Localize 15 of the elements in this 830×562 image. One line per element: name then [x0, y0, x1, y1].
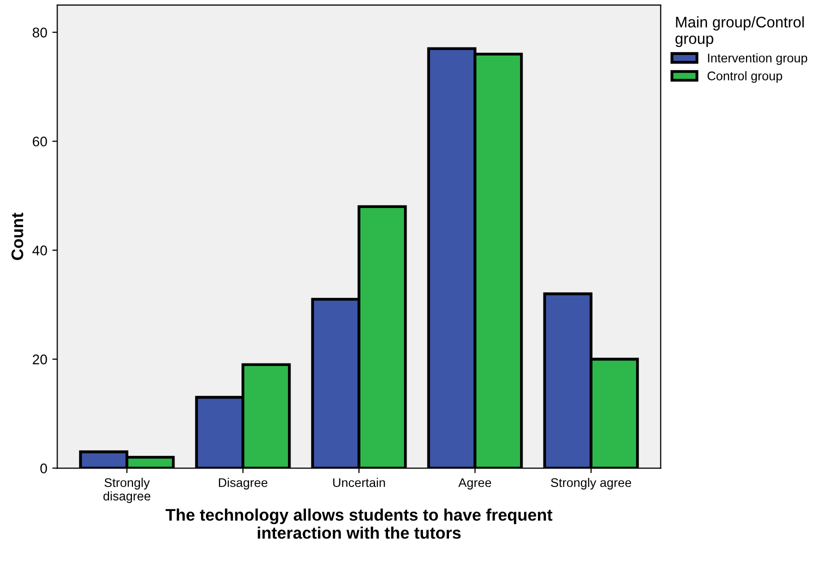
x-tick-label: Strongly disagree	[103, 478, 150, 503]
y-tick-label: 40	[32, 246, 48, 256]
x-tick-label: Agree	[458, 478, 492, 490]
x-axis-title: The technology allows students to have frequent interaction with the tutors	[166, 508, 552, 539]
legend-label: Intervention group	[708, 53, 808, 65]
legend-label: Control group	[708, 71, 782, 83]
y-tick-label: 60	[32, 136, 48, 146]
y-tick-label: 80	[32, 28, 48, 38]
x-tick-label: Disagree	[218, 478, 268, 490]
legend-title: Main group/Control group	[675, 16, 804, 48]
x-tick-label: Uncertain	[333, 478, 385, 488]
y-tick-label: 0	[40, 463, 48, 474]
x-tick-label: Strongly agree	[550, 478, 632, 490]
y-tick-label: 20	[32, 354, 48, 364]
y-axis-title: Count	[11, 212, 24, 260]
